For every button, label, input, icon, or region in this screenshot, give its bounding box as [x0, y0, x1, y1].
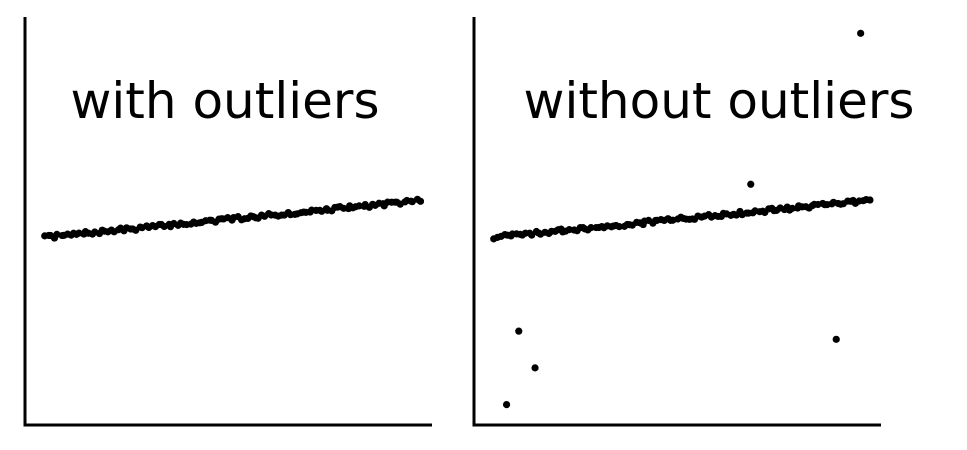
data-point — [416, 197, 425, 205]
data-point — [587, 224, 595, 232]
data-point — [866, 196, 874, 204]
panel-title: with outliers — [70, 72, 379, 130]
outlier-point — [832, 335, 840, 343]
data-point — [53, 230, 61, 239]
outlier-point — [515, 327, 523, 335]
outlier-point — [747, 180, 755, 188]
points-group — [490, 29, 874, 409]
outlier-point — [502, 401, 511, 409]
outlier-point — [531, 364, 539, 372]
scatter-panel-right: without outliers — [472, 17, 915, 427]
data-point — [615, 223, 623, 231]
data-point — [788, 204, 796, 212]
outlier-point — [857, 29, 865, 37]
panel-title: without outliers — [524, 72, 915, 130]
points-group — [41, 195, 425, 242]
scatter-panel-left: with outliers — [23, 17, 432, 427]
